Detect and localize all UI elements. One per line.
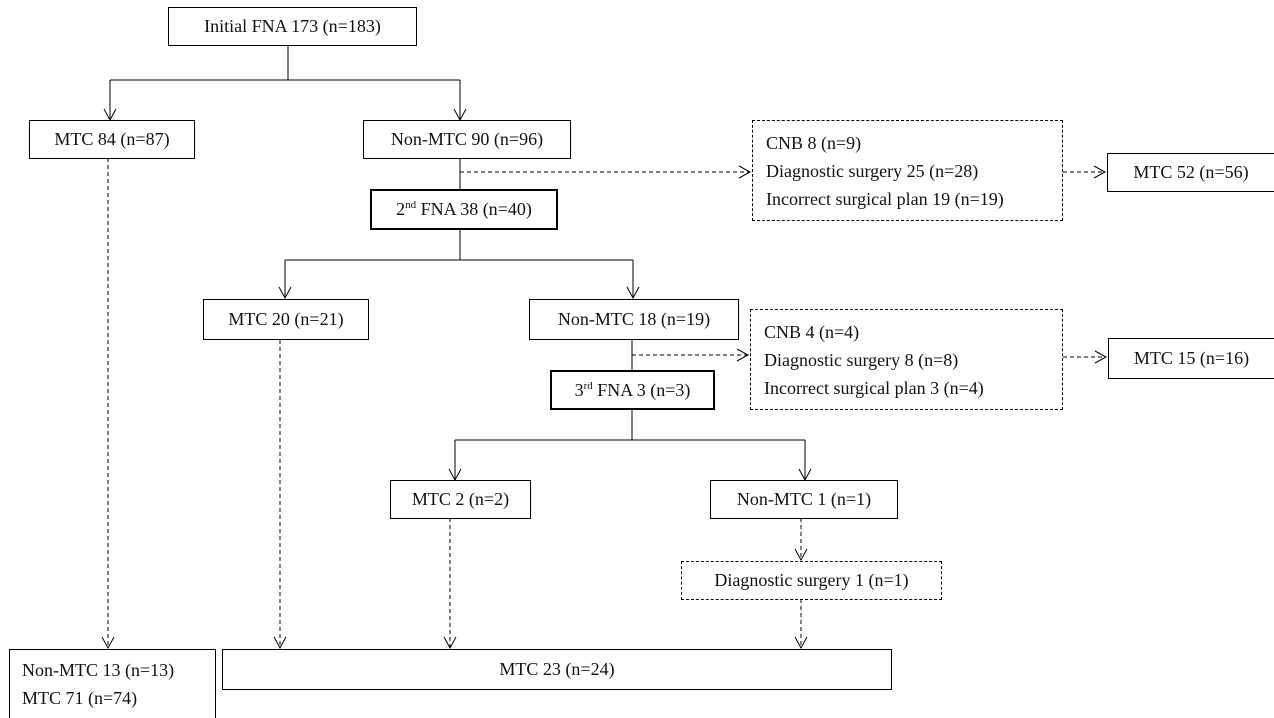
node-label: MTC 23 (n=24)	[499, 659, 615, 679]
branch1-detail-node: CNB 8 (n=9) Diagnostic surgery 25 (n=28)…	[752, 120, 1063, 221]
non-mtc-18-node: Non-MTC 18 (n=19)	[529, 299, 739, 340]
final-left-node: Non-MTC 13 (n=13) MTC 71 (n=74)	[9, 649, 216, 718]
mtc-20-node: MTC 20 (n=21)	[203, 299, 369, 340]
mtc-52-node: MTC 52 (n=56)	[1107, 153, 1274, 192]
node-label: MTC 2 (n=2)	[411, 489, 510, 509]
node-label: 3rd FNA 3 (n=3)	[574, 379, 691, 400]
node-label: Diagnostic surgery 1 (n=1)	[714, 570, 909, 590]
mtc-23-final-node: MTC 23 (n=24)	[222, 649, 892, 690]
mtc-15-node: MTC 15 (n=16)	[1108, 338, 1274, 379]
incorrect-surgical-plan-label: Incorrect surgical plan 3 (n=4)	[764, 377, 984, 398]
cnb-label: CNB 8 (n=9)	[766, 132, 862, 153]
node-label: Initial FNA 173 (n=183)	[204, 16, 381, 36]
node-label: 2nd FNA 38 (n=40)	[396, 199, 532, 219]
branch2-detail-node: CNB 4 (n=4) Diagnostic surgery 8 (n=8) I…	[750, 309, 1063, 410]
diagnostic-surgery-1-node: Diagnostic surgery 1 (n=1)	[681, 561, 942, 600]
node-label: MTC 52 (n=56)	[1133, 162, 1249, 182]
mtc-2-node: MTC 2 (n=2)	[390, 480, 531, 519]
diagnostic-surgery-label: Diagnostic surgery 8 (n=8)	[764, 349, 959, 370]
node-label: Non-MTC 18 (n=19)	[557, 309, 711, 329]
second-fna-node: 2nd FNA 38 (n=40)	[370, 189, 558, 230]
third-fna-node: 3rd FNA 3 (n=3)	[550, 370, 715, 410]
mtc-final-label: MTC 71 (n=74)	[22, 688, 138, 708]
mtc-84-node: MTC 84 (n=87)	[29, 120, 195, 159]
non-mtc-1-node: Non-MTC 1 (n=1)	[710, 480, 898, 519]
non-mtc-90-node: Non-MTC 90 (n=96)	[363, 120, 571, 159]
cnb-label: CNB 4 (n=4)	[764, 321, 860, 342]
node-label: MTC 84 (n=87)	[54, 129, 170, 149]
non-mtc-final-label: Non-MTC 13 (n=13)	[22, 660, 175, 680]
node-label: Non-MTC 1 (n=1)	[736, 489, 872, 509]
node-label: Non-MTC 90 (n=96)	[390, 129, 544, 149]
incorrect-surgical-plan-label: Incorrect surgical plan 19 (n=19)	[766, 188, 1004, 209]
initial-fna-node: Initial FNA 173 (n=183)	[168, 7, 417, 46]
node-label: MTC 20 (n=21)	[228, 309, 344, 329]
diagnostic-surgery-label: Diagnostic surgery 25 (n=28)	[766, 160, 979, 181]
node-label: MTC 15 (n=16)	[1133, 348, 1250, 368]
